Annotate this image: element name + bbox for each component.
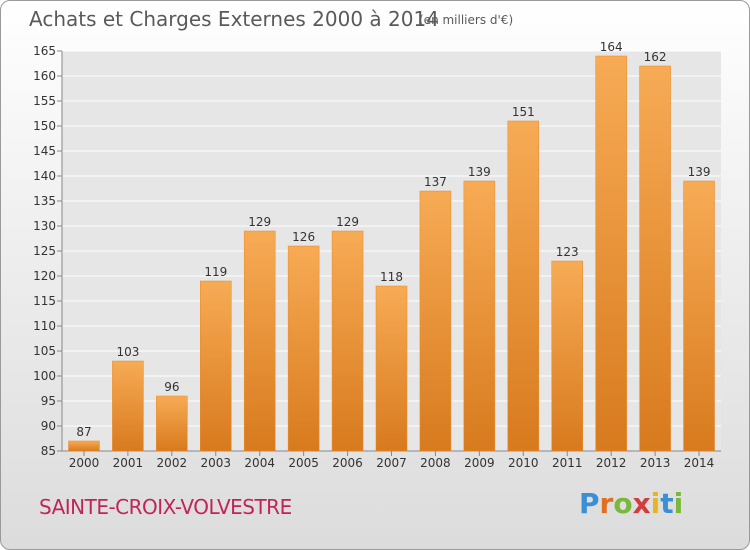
data-label-2002: 96 [164, 380, 179, 394]
x-tick-label-2012: 2012 [596, 456, 627, 470]
x-tick-label-2003: 2003 [200, 456, 231, 470]
data-label-2008: 137 [424, 175, 447, 189]
chart-subtitle: (en milliers d'€) [419, 13, 514, 27]
x-tick-label-2002: 2002 [157, 456, 188, 470]
y-tick-label: 125 [33, 244, 56, 258]
x-tick-label-2004: 2004 [244, 456, 275, 470]
logo-letter: r [599, 487, 614, 520]
y-tick-label: 100 [33, 369, 56, 383]
logo-letter: o [613, 487, 633, 520]
y-tick-label: 105 [33, 344, 56, 358]
logo-letter: t [660, 487, 674, 520]
data-label-2009: 139 [468, 165, 491, 179]
data-label-2004: 129 [248, 215, 271, 229]
data-label-2012: 164 [600, 40, 623, 54]
logo-letter: i [650, 487, 661, 520]
x-tick-label-2010: 2010 [508, 456, 539, 470]
logo-letter: i [673, 487, 684, 520]
bar-2010 [507, 120, 540, 452]
logo-letter: P [579, 487, 600, 520]
logo-letter: x [632, 487, 651, 520]
x-tick-label-2013: 2013 [640, 456, 671, 470]
y-tick-label: 145 [33, 144, 56, 158]
bar-2011 [551, 260, 583, 452]
bar-2012 [595, 55, 627, 452]
y-tick-label: 85 [41, 444, 56, 458]
y-tick-label: 155 [33, 94, 56, 108]
bar-2008 [419, 190, 452, 452]
bar-2004 [243, 230, 276, 452]
bar-2006 [331, 230, 364, 452]
bar-2000 [68, 440, 100, 452]
data-label-2014: 139 [688, 165, 711, 179]
bar-2013 [639, 65, 671, 452]
bar-2007 [375, 285, 408, 452]
x-tick-label-2000: 2000 [69, 456, 100, 470]
x-tick-label-2014: 2014 [684, 456, 715, 470]
bar-2001 [112, 360, 144, 452]
y-tick-label: 135 [33, 194, 56, 208]
bar-2005 [287, 245, 320, 452]
data-label-2013: 162 [644, 50, 667, 64]
data-label-2007: 118 [380, 270, 403, 284]
x-tick-label-2009: 2009 [464, 456, 495, 470]
data-label-2006: 129 [336, 215, 359, 229]
y-tick-label: 110 [33, 319, 56, 333]
data-label-2010: 151 [512, 105, 535, 119]
x-tick-label-2011: 2011 [552, 456, 583, 470]
proxiti-logo: Proxiti [579, 487, 683, 520]
bar-2014 [683, 180, 715, 452]
y-tick-label: 90 [41, 419, 56, 433]
data-label-2005: 126 [292, 230, 315, 244]
x-tick-label-2008: 2008 [420, 456, 451, 470]
y-tick-label: 120 [33, 269, 56, 283]
y-tick-label: 150 [33, 119, 56, 133]
town-name: SAINTE-CROIX-VOLVESTRE [39, 495, 292, 519]
data-label-2011: 123 [556, 245, 579, 259]
y-tick-label: 140 [33, 169, 56, 183]
bar-2002 [156, 395, 188, 452]
x-tick-label-2001: 2001 [113, 456, 144, 470]
chart-title: Achats et Charges Externes 2000 à 2014 [29, 7, 439, 31]
bar-2003 [200, 280, 232, 452]
y-tick-label: 165 [33, 44, 56, 58]
y-tick-label: 130 [33, 219, 56, 233]
bar-2009 [463, 180, 496, 452]
y-tick-label: 115 [33, 294, 56, 308]
data-label-2000: 87 [76, 425, 91, 439]
y-tick-label: 95 [41, 394, 56, 408]
x-tick-label-2005: 2005 [288, 456, 319, 470]
data-label-2001: 103 [116, 345, 139, 359]
x-tick-label-2006: 2006 [332, 456, 363, 470]
x-tick-label-2007: 2007 [376, 456, 407, 470]
data-label-2003: 119 [204, 265, 227, 279]
y-tick-label: 160 [33, 69, 56, 83]
